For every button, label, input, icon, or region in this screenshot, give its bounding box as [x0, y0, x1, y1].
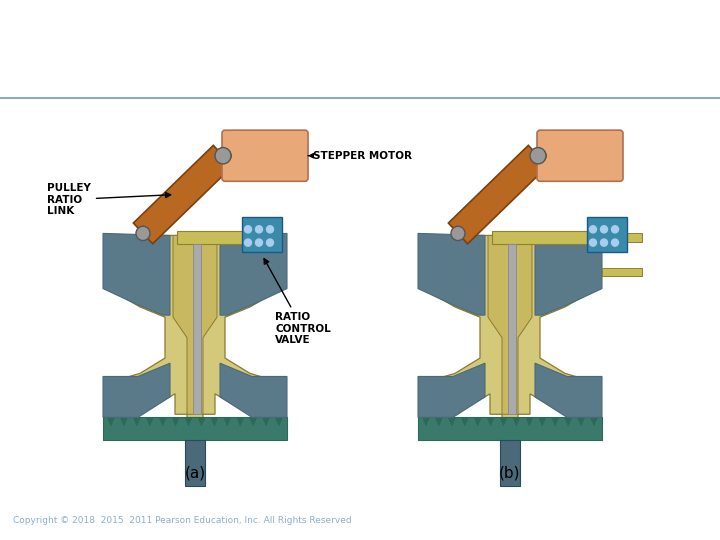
Polygon shape [184, 417, 192, 427]
Polygon shape [418, 233, 485, 315]
Polygon shape [435, 417, 443, 427]
Polygon shape [220, 233, 287, 315]
Polygon shape [552, 417, 559, 427]
Polygon shape [526, 417, 534, 427]
Circle shape [256, 239, 263, 246]
Bar [242, 217, 282, 252]
Polygon shape [474, 417, 482, 427]
Polygon shape [418, 363, 485, 417]
FancyBboxPatch shape [222, 130, 308, 181]
Polygon shape [590, 417, 598, 427]
Circle shape [451, 226, 465, 240]
Bar [103, 417, 287, 440]
Bar [602, 268, 642, 276]
Polygon shape [133, 417, 141, 427]
Circle shape [256, 226, 263, 233]
Polygon shape [223, 417, 231, 427]
Polygon shape [249, 417, 257, 427]
Text: (a): (a) [184, 465, 206, 481]
Text: CVT in low ratio. (b) The stepper motor has extended, moving the: CVT in low ratio. (b) The stepper motor … [13, 27, 681, 45]
Circle shape [245, 239, 251, 246]
FancyBboxPatch shape [537, 130, 623, 181]
Circle shape [590, 226, 596, 233]
Circle shape [611, 239, 618, 246]
Circle shape [590, 239, 596, 246]
Bar [508, 244, 516, 414]
Circle shape [530, 147, 546, 164]
Polygon shape [262, 417, 270, 427]
Polygon shape [487, 417, 495, 427]
Text: Copyright © 2018  2015  2011 Pearson Education, Inc. All Rights Reserved: Copyright © 2018 2015 2011 Pearson Educa… [13, 516, 351, 525]
Polygon shape [513, 417, 521, 427]
Circle shape [215, 147, 231, 164]
Polygon shape [449, 145, 548, 244]
Polygon shape [145, 417, 154, 427]
Text: ratio link and ratio control valve; this should cause the primary: ratio link and ratio control valve; this… [13, 50, 654, 68]
Polygon shape [107, 417, 115, 427]
Bar [193, 244, 201, 414]
Text: pulley to become narrower to produce a higher ratio.: pulley to become narrower to produce a h… [13, 72, 553, 90]
Circle shape [136, 226, 150, 240]
Circle shape [219, 150, 231, 162]
Polygon shape [564, 417, 572, 427]
Polygon shape [275, 417, 283, 427]
Polygon shape [173, 235, 217, 414]
Polygon shape [171, 417, 179, 427]
Circle shape [611, 226, 618, 233]
Polygon shape [422, 417, 430, 427]
Polygon shape [420, 235, 600, 460]
Polygon shape [197, 417, 205, 427]
Bar [587, 217, 627, 252]
Text: PULLEY
RATIO
LINK: PULLEY RATIO LINK [47, 183, 171, 217]
Polygon shape [158, 417, 167, 427]
Polygon shape [488, 235, 532, 414]
Circle shape [266, 239, 274, 246]
Polygon shape [500, 417, 508, 427]
Circle shape [534, 150, 546, 162]
Polygon shape [236, 417, 244, 427]
Polygon shape [210, 417, 218, 427]
Text: RATIO
CONTROL
VALVE: RATIO CONTROL VALVE [264, 259, 330, 345]
Polygon shape [220, 363, 287, 417]
Bar [492, 231, 625, 244]
Polygon shape [577, 417, 585, 427]
Polygon shape [120, 417, 128, 427]
Circle shape [266, 226, 274, 233]
Polygon shape [535, 233, 602, 315]
Polygon shape [539, 417, 546, 427]
Polygon shape [535, 363, 602, 417]
Polygon shape [448, 417, 456, 427]
Text: FIGURE 11–8  (a) The stepper motor and pulley ratio link with the: FIGURE 11–8 (a) The stepper motor and pu… [13, 4, 676, 22]
Circle shape [600, 239, 608, 246]
Circle shape [600, 226, 608, 233]
Polygon shape [133, 145, 233, 244]
Polygon shape [103, 363, 170, 417]
Bar [500, 440, 520, 486]
Bar [418, 417, 602, 440]
Polygon shape [103, 233, 170, 315]
Circle shape [245, 226, 251, 233]
Polygon shape [105, 235, 285, 460]
Text: PEARSON: PEARSON [573, 509, 707, 532]
Polygon shape [461, 417, 469, 427]
Bar [602, 233, 642, 241]
Bar [185, 440, 205, 486]
Text: STEPPER MOTOR: STEPPER MOTOR [313, 151, 412, 161]
Text: (b): (b) [499, 465, 521, 481]
Bar [177, 231, 280, 244]
